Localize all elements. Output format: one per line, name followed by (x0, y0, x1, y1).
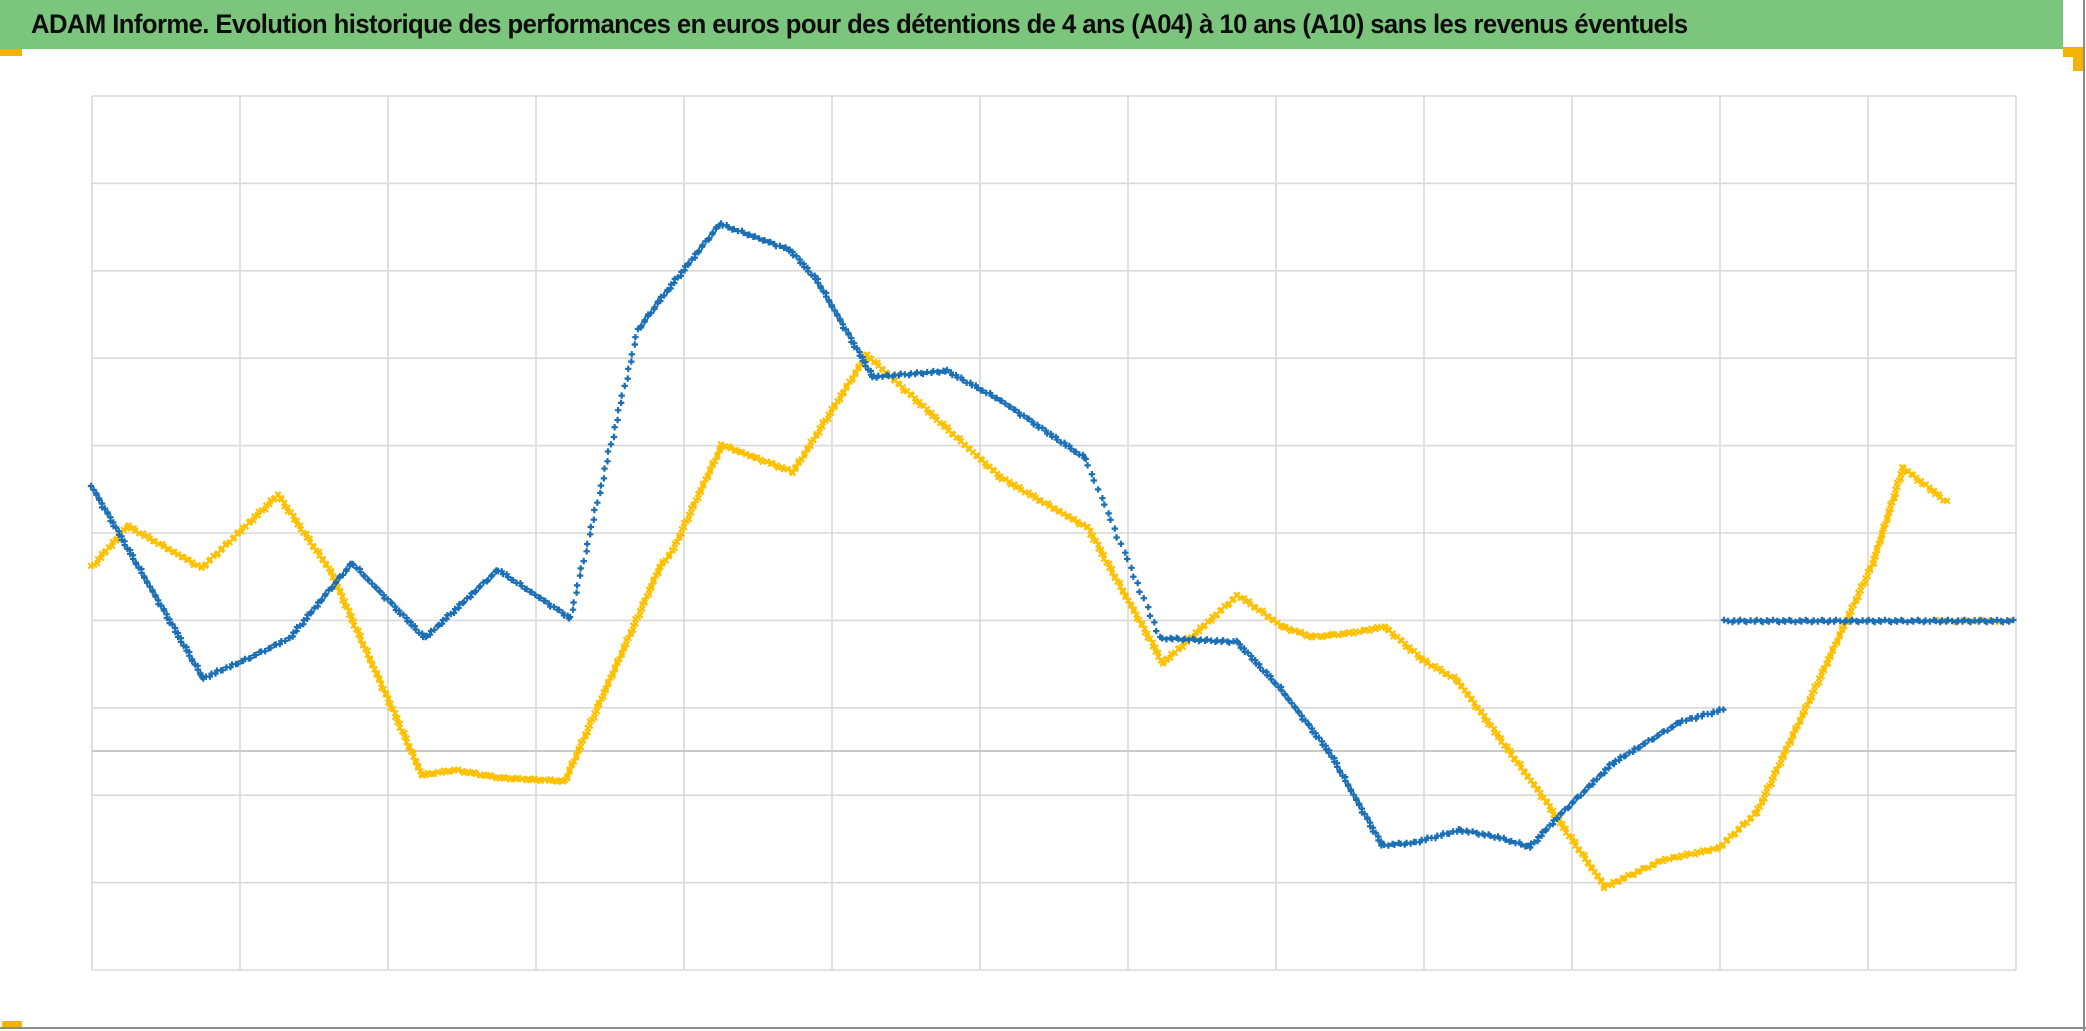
series-blue-segment-0 (87, 220, 1727, 851)
selection-corner-bottom-left (2, 1021, 22, 1028)
bottom-divider-line (0, 1027, 2086, 1029)
selection-corner-top-left (0, 49, 22, 56)
selection-corner-top-right-vertical (2073, 47, 2084, 71)
page-title: ADAM Informe. Evolution historique des p… (31, 9, 1688, 39)
series-gold-segment-0 (87, 351, 1951, 892)
series-blue-segment-1 (1720, 616, 2017, 626)
window-right-edge-line (2083, 0, 2085, 1031)
report-title-bar: ADAM Informe. Evolution historique des p… (0, 0, 2063, 49)
chart-gridlines (91, 95, 2017, 971)
